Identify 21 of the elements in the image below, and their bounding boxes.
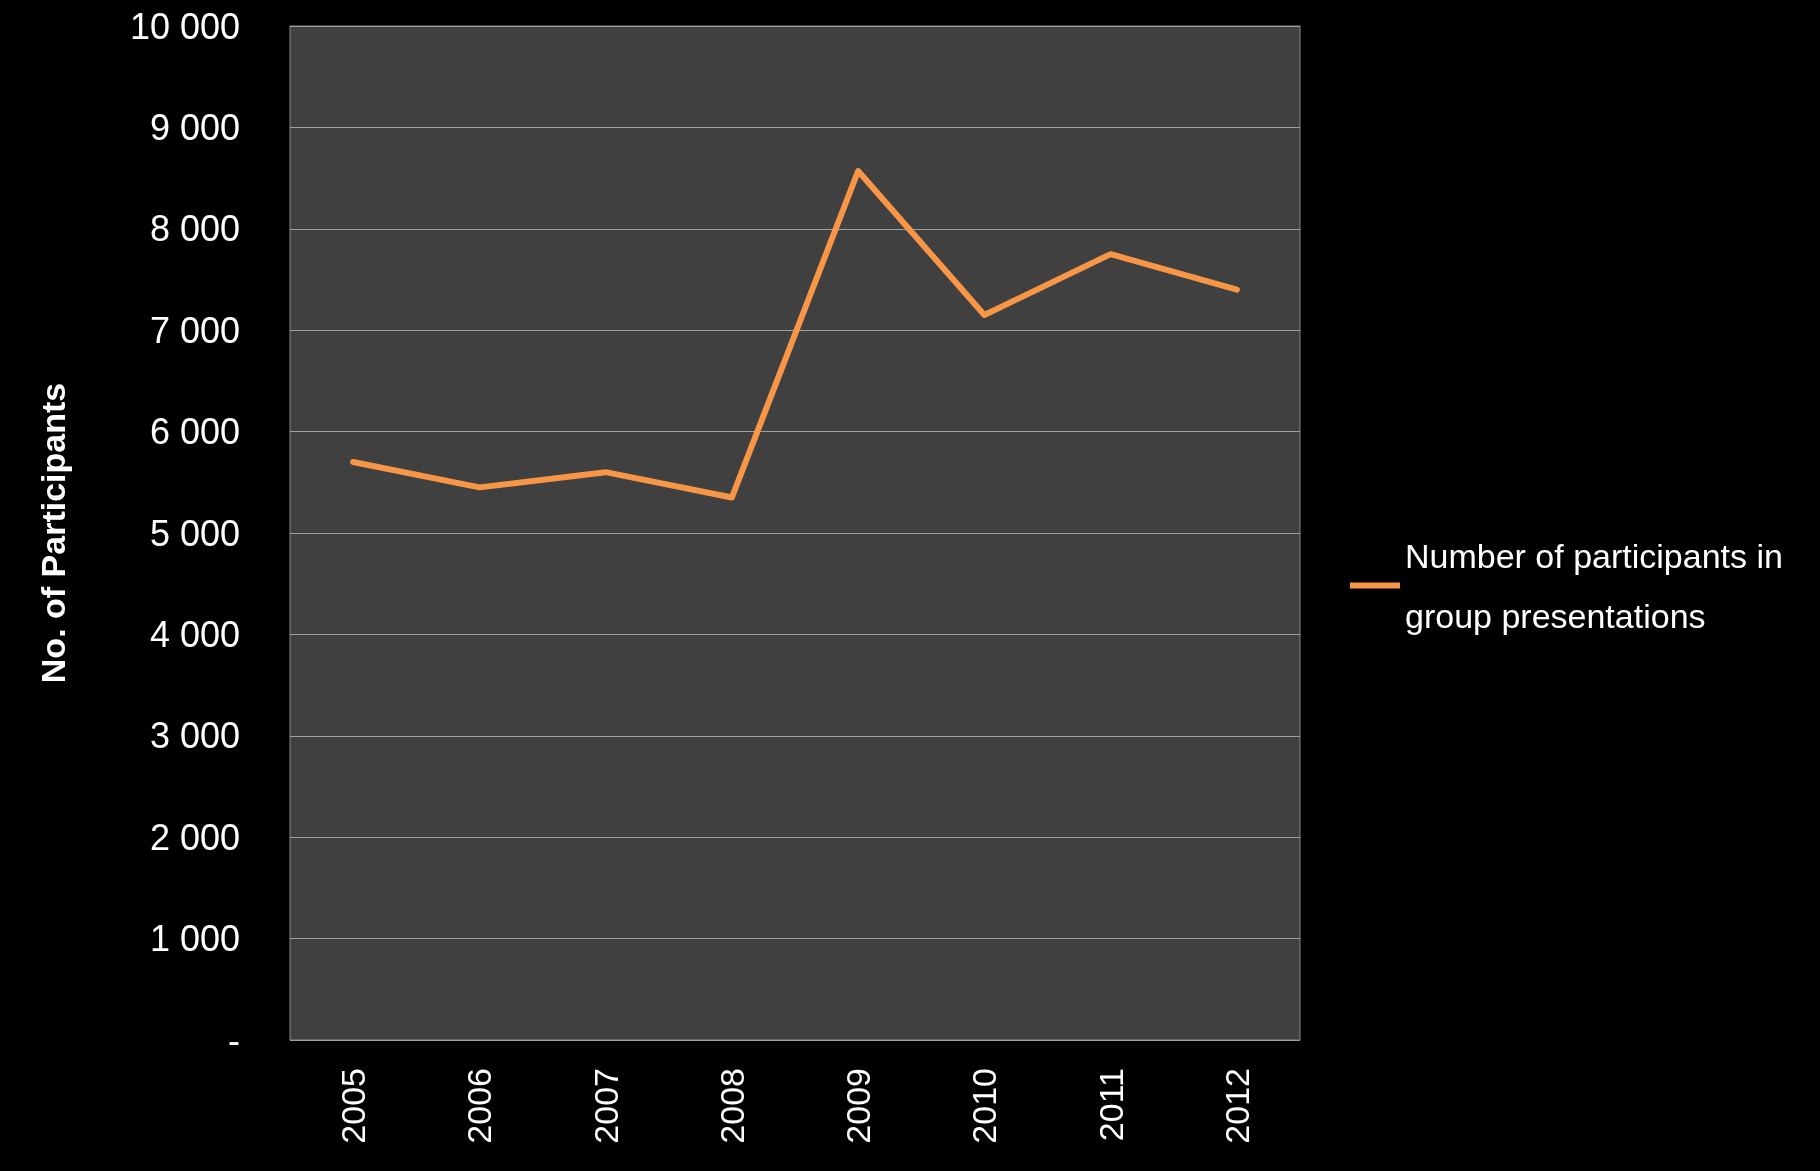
y-tick-label: 8 000 (149, 208, 240, 250)
x-tick-label: 2008 (712, 1068, 751, 1144)
x-tick-label: 2009 (839, 1068, 878, 1144)
x-tick-label: 2010 (965, 1068, 1004, 1144)
x-tick-label: 2005 (334, 1068, 373, 1144)
y-tick-label: 3 000 (149, 715, 240, 757)
y-tick-label: 7 000 (149, 309, 240, 351)
y-tick-label: 9 000 (149, 106, 240, 148)
x-tick-label: 2011 (1091, 1068, 1130, 1142)
y-tick-label: 5 000 (149, 512, 240, 554)
y-tick-label: 2 000 (149, 816, 240, 858)
y-tick-label: 4 000 (149, 613, 240, 655)
y-tick-label: 10 000 (129, 5, 240, 47)
x-tick-label: 2006 (460, 1068, 499, 1144)
legend-label: Number of participants in group presentations (1405, 536, 1793, 635)
x-tick-label: 2012 (1217, 1068, 1256, 1144)
y-axis-title: No. of Participants (34, 382, 72, 684)
y-tick-label: 1 000 (149, 918, 240, 960)
x-tick-label: 2007 (586, 1068, 625, 1144)
y-tick-label: - (228, 1019, 240, 1061)
y-tick-label: 6 000 (149, 411, 240, 453)
